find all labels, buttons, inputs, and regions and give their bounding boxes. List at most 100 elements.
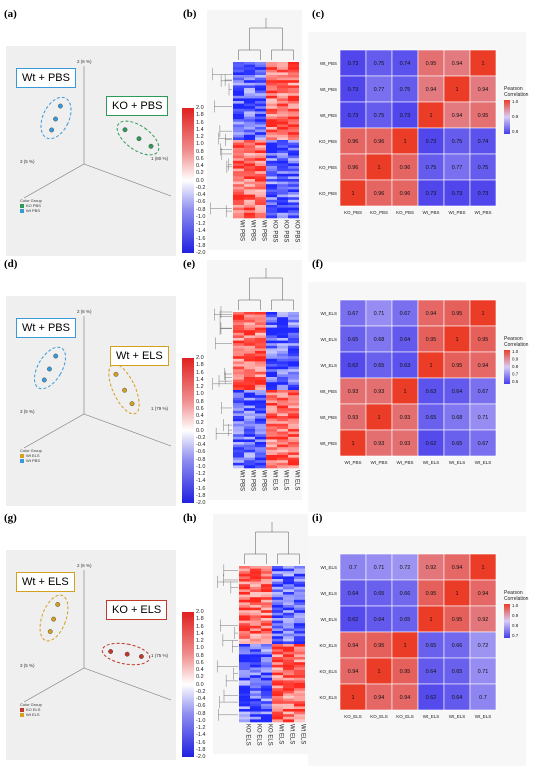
colorbar-tick-label: 2.0 (196, 355, 204, 361)
heatmap-cell (239, 659, 250, 663)
legend-swatch (20, 458, 24, 463)
heatmap-cell (255, 111, 266, 115)
heatmap-cell (266, 356, 277, 360)
heatmap-cell (250, 698, 261, 702)
heatmap-cell (294, 698, 305, 702)
colorbar-tick-label: 1.2 (196, 134, 204, 140)
heatmap-cell (261, 714, 272, 718)
heatmap-cell (261, 685, 272, 689)
legend-item-label: KO PBS (26, 203, 41, 208)
heatmap-cell (233, 205, 244, 208)
heatmap-cell (277, 338, 288, 341)
correlation-value: 1 (481, 565, 484, 571)
heatmap-cell (255, 166, 266, 169)
heatmap-cell (239, 680, 250, 684)
heatmap-cell (294, 664, 305, 668)
correlation-cell (339, 351, 367, 379)
heatmap-cell (233, 173, 244, 177)
correlation-cell (339, 605, 367, 633)
heatmap-cell (294, 693, 305, 697)
heatmap-cell (233, 423, 244, 427)
heatmap-cell (261, 649, 272, 653)
heatmap-cell (233, 132, 244, 136)
heatmap-cell (244, 364, 255, 367)
heatmap-cell (233, 312, 244, 315)
heatmap-cell (250, 610, 261, 614)
correlation-col-label: Wt_ELS (423, 460, 440, 465)
heatmap-cell (266, 457, 277, 461)
heatmap-cell (239, 711, 250, 715)
pca-axis-3 (23, 413, 85, 449)
heatmap-cell (283, 651, 294, 655)
heatmap-cell (283, 623, 294, 627)
legend-swatch (20, 453, 24, 458)
heatmap-cell (272, 680, 283, 684)
correlation-col-label: KO_PBS (370, 210, 388, 215)
heatmap-cell (255, 439, 266, 443)
heatmap-cell (266, 202, 277, 206)
heatmap-cell (283, 654, 294, 658)
correlation-cell (365, 377, 393, 405)
correlation-cell (469, 605, 497, 633)
heatmap-cell (233, 93, 244, 97)
pca-legend-item: Wt PBS (20, 208, 42, 213)
heatmap-cell (277, 361, 288, 365)
heatmap-cell (255, 189, 266, 193)
correlation-cell (417, 605, 445, 633)
correlation-value: 1 (403, 139, 406, 145)
heatmap-cell (233, 369, 244, 373)
heatmap-cell (261, 584, 272, 588)
heatmap-cell (261, 633, 272, 637)
heatmap-cell (244, 202, 255, 206)
heatmap-cell (239, 592, 250, 595)
colorbar-tick-label: 0.6 (196, 155, 204, 162)
heatmap-cell (283, 605, 294, 608)
heatmap-cell (250, 701, 261, 705)
correlation-value: 0.62 (426, 441, 437, 447)
heatmap-cell (255, 69, 266, 73)
heatmap-cell (255, 423, 266, 427)
heatmap-cell (255, 390, 266, 393)
col-dendrogram (244, 553, 300, 564)
correlation-value: 0.94 (348, 643, 359, 649)
heatmap-cell (266, 400, 277, 404)
heatmap-cell (244, 387, 255, 391)
heatmap-cell (255, 343, 266, 347)
heatmap-cell (277, 442, 288, 445)
correlation-value: 0.73 (426, 191, 437, 197)
heatmap-cell (233, 158, 244, 162)
correlation-value: 0.94 (348, 669, 359, 675)
heatmap-cell (255, 127, 266, 130)
heatmap-cell (288, 444, 299, 448)
correlation-value: 0.67 (400, 311, 411, 317)
correlation-cell (391, 75, 419, 103)
heatmap-cell (266, 155, 277, 159)
heatmap-cell (255, 205, 266, 208)
pca-legend-title: Color Group (20, 448, 42, 453)
heatmap-cell (266, 374, 277, 378)
heatmap-cell (266, 322, 277, 326)
heatmap-cell (233, 382, 244, 386)
heatmap-cell (277, 176, 288, 180)
correlation-cell (417, 101, 445, 129)
heatmap-cell (277, 158, 288, 162)
correlation-value: 0.68 (452, 415, 463, 421)
heatmap-cell (239, 644, 250, 647)
heatmap-cell (294, 638, 305, 642)
correlation-cell (365, 179, 393, 207)
correlation-legend-title: Pearson Correlation (504, 590, 529, 602)
heatmap-cell (266, 80, 277, 84)
heatmap-cell (255, 119, 266, 123)
heatmap-cell (277, 348, 288, 352)
heatmap-cell (244, 418, 255, 422)
heatmap-cell (288, 184, 299, 188)
correlation-cell (443, 657, 471, 685)
correlation-value: 0.73 (452, 191, 463, 197)
heatmap-cell (272, 696, 283, 699)
heatmap-svg: Wt PBS Wt PBS Wt PBS KO PBS KO PBS KO PBS (210, 18, 300, 242)
heatmap-cell (233, 145, 244, 149)
legend-item-label: Wt PBS (26, 458, 41, 463)
pca-sample-point (47, 366, 52, 372)
heatmap-cell (277, 465, 288, 469)
heatmap-cell (277, 382, 288, 386)
